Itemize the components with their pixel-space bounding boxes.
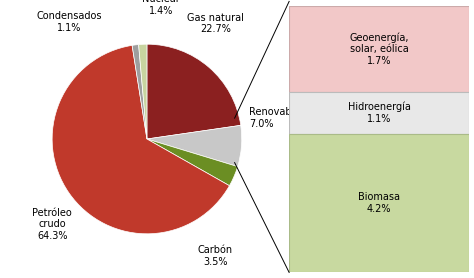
Wedge shape — [147, 125, 242, 167]
Bar — [289, 6, 469, 92]
Text: Gas natural
22.7%: Gas natural 22.7% — [187, 13, 244, 34]
Text: Carbón
3.5%: Carbón 3.5% — [198, 245, 233, 267]
Bar — [289, 134, 469, 272]
Text: Petróleo
crudo
64.3%: Petróleo crudo 64.3% — [32, 208, 72, 241]
Text: Biomasa
4.2%: Biomasa 4.2% — [358, 192, 400, 214]
Text: Geoenergía,
solar, eólica
1.7%: Geoenergía, solar, eólica 1.7% — [349, 32, 409, 66]
Text: Hidroenergía
1.1%: Hidroenergía 1.1% — [348, 102, 410, 124]
Text: Condensados
1.1%: Condensados 1.1% — [36, 11, 102, 33]
Text: Renovables
7.0%: Renovables 7.0% — [249, 107, 306, 129]
Wedge shape — [147, 139, 237, 186]
Wedge shape — [147, 44, 241, 139]
Wedge shape — [132, 44, 147, 139]
Bar — [289, 92, 469, 134]
Text: Nuclear
1.4%: Nuclear 1.4% — [142, 0, 180, 16]
Wedge shape — [138, 44, 147, 139]
Wedge shape — [52, 45, 229, 234]
